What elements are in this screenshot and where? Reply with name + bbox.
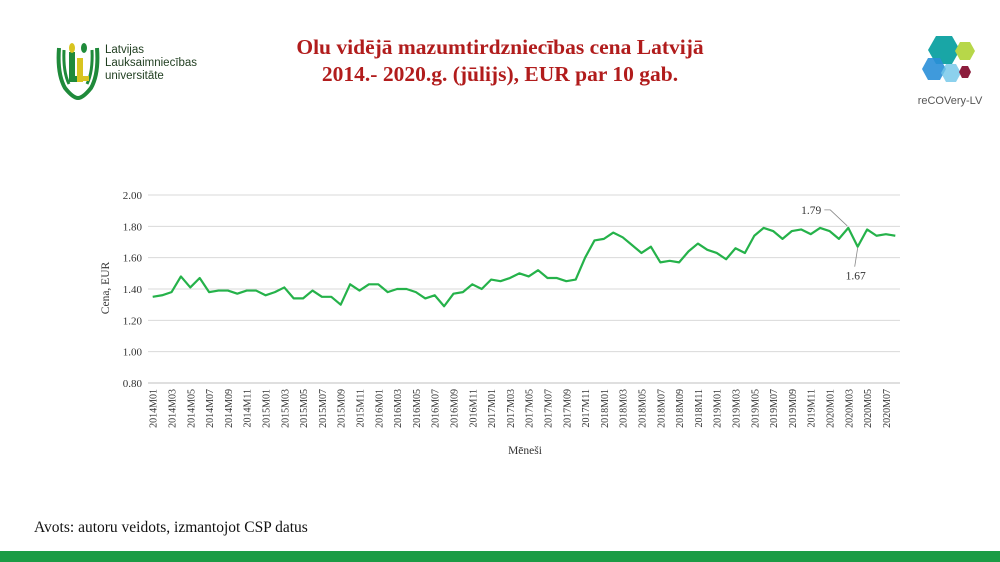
x-tick-label: 2014M11 — [243, 389, 254, 428]
chart-title-line1: Olu vidējā mazumtirdzniecības cena Latvi… — [296, 35, 704, 59]
y-tick-label: 1.20 — [123, 315, 143, 327]
x-tick-label: 2016M01 — [374, 389, 385, 428]
x-tick-label: 2019M03 — [732, 389, 743, 428]
annotation-leader — [824, 209, 848, 227]
x-axis-title: Mēneši — [508, 445, 542, 457]
llu-name: Latvijas Lauksaimniecības universitāte — [105, 44, 197, 83]
x-tick-label: 2014M03 — [168, 389, 179, 428]
x-tick-label: 2016M11 — [468, 389, 479, 428]
x-tick-label: 2014M09 — [224, 389, 235, 428]
chart-title: Olu vidējā mazumtirdzniecības cena Latvi… — [200, 34, 800, 88]
x-tick-label: 2018M07 — [656, 389, 667, 428]
x-tick-label: 2015M01 — [262, 389, 273, 428]
recovery-lv-logo: reCOVery-LV — [910, 32, 990, 112]
y-axis-title: Cena, EUR — [100, 261, 112, 314]
llu-name-line3: universitāte — [105, 70, 164, 82]
annotations: 1.79 1.67 — [801, 205, 866, 283]
x-tick-label: 2019M07 — [769, 389, 780, 428]
x-tick-label: 2014M05 — [186, 389, 197, 428]
x-tick-label: 2018M03 — [619, 389, 630, 428]
y-tick-label: 1.60 — [123, 253, 143, 265]
x-tick-label: 2019M05 — [750, 389, 761, 428]
x-tick-label: 2014M01 — [149, 389, 160, 428]
x-tick-label: 2020M07 — [882, 389, 893, 428]
recovery-hexagons-icon — [922, 36, 975, 82]
recovery-lv-text: reCOVery-LV — [917, 95, 983, 107]
x-tick-label: 2020M03 — [844, 389, 855, 428]
llu-name-line1: Latvijas — [105, 44, 144, 56]
annotation-leader — [854, 247, 859, 267]
series-price — [152, 226, 896, 308]
llu-name-line2: Lauksaimniecības — [105, 57, 198, 69]
series-line — [152, 226, 896, 308]
x-tick-label: 2017M09 — [562, 389, 573, 428]
x-tick-label: 2017M05 — [525, 389, 536, 428]
x-tick-label: 2015M07 — [318, 389, 329, 428]
x-tick-label: 2016M03 — [393, 389, 404, 428]
x-tick-label: 2018M09 — [675, 389, 686, 428]
y-tick-label: 1.40 — [123, 284, 143, 296]
x-tick-label: 2020M01 — [826, 389, 837, 428]
annotation-label: 1.67 — [846, 271, 866, 283]
x-tick-label: 2016M09 — [450, 389, 461, 428]
source-note: Avots: autoru veidots, izmantojot CSP da… — [34, 519, 308, 536]
x-tick-label: 2018M01 — [600, 389, 611, 428]
chart-grid — [148, 194, 900, 353]
x-tick-label: 2018M05 — [638, 389, 649, 428]
x-tick-label: 2016M05 — [412, 389, 423, 428]
x-tick-label: 2017M11 — [581, 389, 592, 428]
x-tick-label: 2017M03 — [506, 389, 517, 428]
x-tick-label: 2018M11 — [694, 389, 705, 428]
x-tick-label: 2019M11 — [807, 389, 818, 428]
x-tick-label: 2017M07 — [544, 389, 555, 428]
annotation-label: 1.79 — [801, 205, 821, 217]
x-tick-label: 2019M01 — [713, 389, 724, 428]
bottom-bar — [0, 551, 1000, 562]
x-tick-label: 2015M11 — [356, 389, 367, 428]
y-tick-label: 1.00 — [123, 347, 143, 359]
x-tick-label: 2015M03 — [280, 389, 291, 428]
llu-logo: Latvijas Lauksaimniecības universitāte — [55, 40, 205, 101]
x-axis-ticks: 2014M01 2014M03 2014M05 2014M07 2014M09 2014M… — [149, 389, 893, 428]
x-tick-label: 2015M05 — [299, 389, 310, 428]
y-tick-label: 1.80 — [123, 221, 143, 233]
llu-emblem-icon — [56, 43, 100, 101]
chart-title-line2: 2014.- 2020.g. (jūlijs), EUR par 10 gab. — [321, 62, 679, 86]
y-tick-label: 0.80 — [123, 378, 143, 390]
x-tick-label: 2017M01 — [487, 389, 498, 428]
y-tick-label: 2.00 — [123, 190, 143, 202]
x-tick-label: 2019M09 — [788, 389, 799, 428]
y-axis-ticks: 0.80 1.00 1.20 1.40 1.60 1.80 2.00 — [123, 190, 143, 390]
x-tick-label: 2016M07 — [431, 389, 442, 428]
x-tick-label: 2014M07 — [205, 389, 216, 428]
x-tick-label: 2015M09 — [337, 389, 348, 428]
x-tick-label: 2020M05 — [863, 389, 874, 428]
